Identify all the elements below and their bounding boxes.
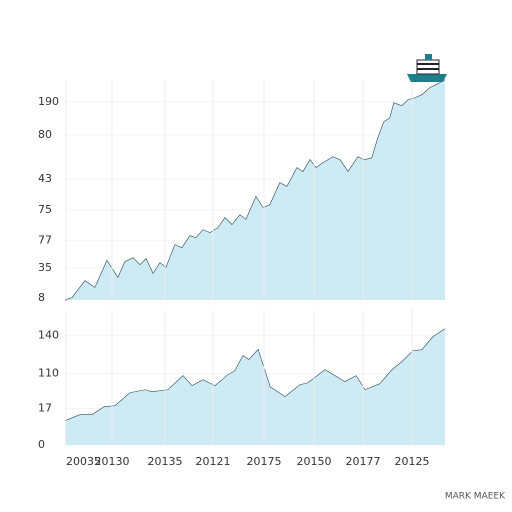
y-tick-label: 43 bbox=[38, 172, 52, 185]
y-tick-label: 110 bbox=[38, 366, 59, 379]
y-tick-label: 77 bbox=[38, 234, 52, 247]
y-tick-label: 35 bbox=[38, 261, 52, 274]
y-tick-label: 80 bbox=[38, 128, 52, 141]
y-tick-label: 8 bbox=[38, 291, 45, 304]
y-tick-label: 17 bbox=[38, 402, 52, 415]
area bbox=[65, 329, 445, 445]
x-tick-label: 20135 bbox=[148, 455, 183, 468]
area bbox=[65, 80, 445, 300]
x-tick-label: 20177 bbox=[346, 455, 381, 468]
y-tick-label: 0 bbox=[38, 438, 45, 451]
x-tick-label: 20130 bbox=[95, 455, 130, 468]
x-tick-label: 20125 bbox=[395, 455, 430, 468]
x-tick-label: 20035 bbox=[66, 455, 101, 468]
x-tick-label: 20150 bbox=[297, 455, 332, 468]
x-tick-label: 20175 bbox=[247, 455, 282, 468]
y-tick-label: 190 bbox=[38, 95, 59, 108]
y-tick-label: 140 bbox=[38, 329, 59, 342]
watermark: MARK MAEEK bbox=[445, 492, 506, 502]
ship-icon bbox=[407, 54, 447, 82]
x-tick-label: 20121 bbox=[196, 455, 231, 468]
y-tick-label: 75 bbox=[38, 203, 52, 216]
